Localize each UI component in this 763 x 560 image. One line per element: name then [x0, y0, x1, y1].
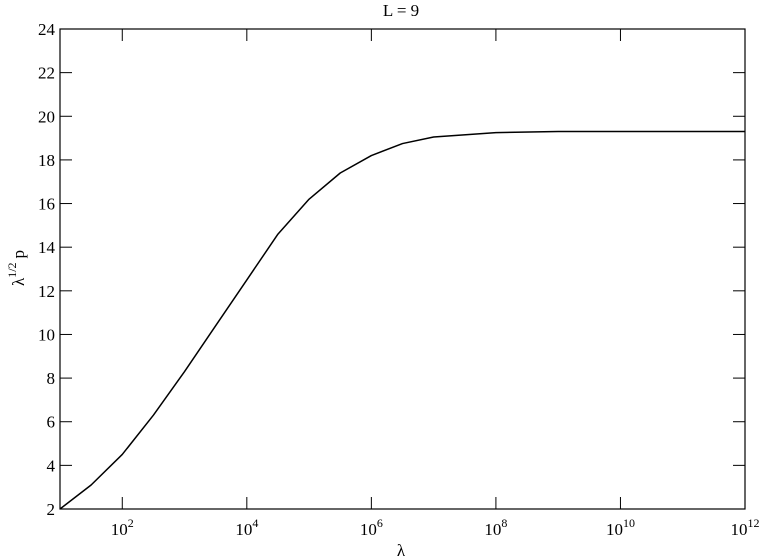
x-tick-label: 104: [235, 516, 258, 539]
chart-title: L = 9: [383, 1, 419, 20]
x-tick-exponent: 4: [252, 516, 258, 530]
x-tick-label: 1012: [731, 516, 760, 539]
y-tick-label: 6: [47, 413, 56, 432]
x-axis-label: λ: [397, 541, 406, 560]
x-tick-label: 102: [111, 516, 134, 539]
y-tick-label: 14: [38, 238, 56, 257]
x-tick-base: 10: [235, 520, 252, 539]
y-tick-label: 2: [47, 500, 56, 519]
y-axis-label: λ1/2p: [5, 250, 28, 286]
y-tick-label: 4: [47, 456, 56, 475]
x-tick-base: 10: [360, 520, 377, 539]
x-tick-label: 106: [360, 516, 383, 539]
x-tick-exponent: 6: [377, 516, 383, 530]
y-tick-label: 16: [38, 195, 55, 214]
x-tick-exponent: 8: [501, 516, 507, 530]
line-series: [59, 130, 745, 510]
x-tick-base: 10: [731, 520, 748, 539]
y-tick-label: 12: [38, 282, 55, 301]
y-tick-label: 10: [38, 325, 55, 344]
y-tick-label: 22: [38, 64, 55, 83]
y-tick-label: 18: [38, 151, 55, 170]
x-tick-base: 10: [484, 520, 501, 539]
x-tick-exponent: 12: [748, 516, 760, 530]
y-tick-label: 20: [38, 107, 55, 126]
x-tick-exponent: 2: [128, 516, 134, 530]
y-tick-label: 24: [38, 20, 56, 39]
x-tick-base: 10: [606, 520, 623, 539]
x-tick-label: 108: [484, 516, 507, 539]
y-tick-label: 8: [47, 369, 56, 388]
x-tick-base: 10: [111, 520, 128, 539]
x-tick-exponent: 10: [623, 516, 635, 530]
plot-frame: [59, 28, 746, 510]
x-tick-label: 1010: [606, 516, 635, 539]
